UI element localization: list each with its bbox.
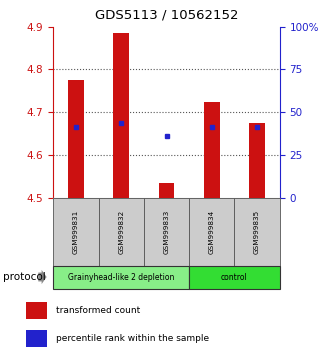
Bar — [189, 266, 280, 289]
Bar — [159, 183, 174, 198]
Text: GSM999833: GSM999833 — [164, 210, 169, 254]
Bar — [68, 80, 84, 198]
Bar — [26, 330, 47, 347]
Bar — [204, 102, 220, 198]
Text: GSM999835: GSM999835 — [254, 210, 260, 254]
Bar — [53, 198, 99, 266]
Bar — [234, 198, 280, 266]
Text: control: control — [221, 273, 248, 281]
Bar — [113, 33, 129, 198]
Text: GDS5113 / 10562152: GDS5113 / 10562152 — [95, 9, 238, 22]
Bar — [53, 266, 189, 289]
Bar — [144, 198, 189, 266]
Text: Grainyhead-like 2 depletion: Grainyhead-like 2 depletion — [68, 273, 174, 281]
Text: GSM999832: GSM999832 — [118, 210, 124, 254]
Bar — [99, 198, 144, 266]
Bar — [26, 302, 47, 319]
Text: protocol: protocol — [3, 272, 46, 282]
Text: percentile rank within the sample: percentile rank within the sample — [56, 334, 209, 343]
Bar — [189, 198, 234, 266]
Text: transformed count: transformed count — [56, 306, 140, 315]
Text: GSM999831: GSM999831 — [73, 210, 79, 254]
Text: GSM999834: GSM999834 — [209, 210, 215, 254]
Bar — [249, 123, 265, 198]
